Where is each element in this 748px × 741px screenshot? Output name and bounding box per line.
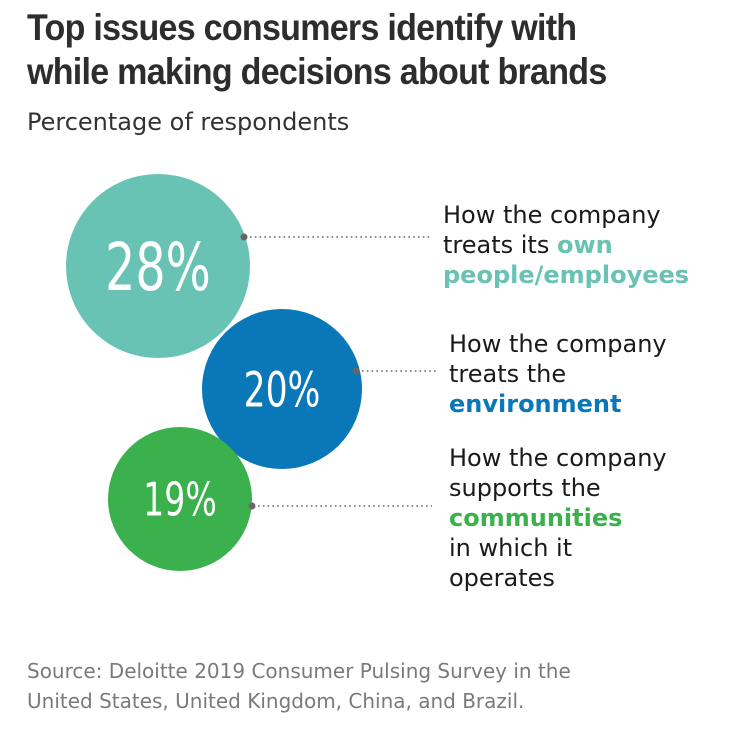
label-environment-line-1: How the company [449, 330, 667, 358]
value-label-communities: 19% [143, 474, 217, 527]
chart-subtitle: Percentage of respondents [27, 108, 350, 136]
bubble-environment [202, 309, 362, 469]
label-communities-highlight: communities [449, 504, 623, 532]
source-note: Source: Deloitte 2019 Consumer Pulsing S… [27, 656, 707, 716]
title-line-2: while making decisions about brands [27, 51, 607, 92]
leader-dot-employees [240, 233, 248, 241]
label-communities: How the company supports the communities… [449, 443, 667, 593]
source-line-2: United States, United Kingdom, China, an… [27, 689, 525, 713]
label-employees-line-2: treats its own [443, 230, 689, 260]
label-employees-highlight-2: people/employees [443, 261, 690, 289]
value-label-environment: 20% [244, 362, 321, 418]
leader-dot-communities [248, 502, 256, 510]
label-communities-line-1: How the company [449, 444, 667, 472]
leader-dot-environment [352, 367, 360, 375]
title-line-1: Top issues consumers identify with [27, 7, 577, 48]
value-label-employees: 28% [105, 229, 211, 306]
label-environment: How the company treats the environment [449, 329, 667, 419]
label-employees-line-2-plain: treats its [443, 231, 550, 259]
label-communities-line-4: in which it [449, 534, 573, 562]
label-communities-line-2: supports the [449, 474, 601, 502]
source-line-1: Source: Deloitte 2019 Consumer Pulsing S… [27, 659, 571, 683]
label-employees-line-1: How the company [443, 201, 661, 229]
label-communities-line-5: operates [449, 564, 555, 592]
bubble-communities [108, 427, 252, 571]
chart-title: Top issues consumers identify with while… [27, 6, 671, 94]
label-employees-highlight-1: own [557, 231, 613, 259]
label-environment-highlight: environment [449, 390, 622, 418]
label-employees: How the company treats its own people/em… [443, 200, 689, 290]
label-environment-line-2: treats the [449, 360, 567, 388]
bubble-employees [66, 174, 250, 358]
